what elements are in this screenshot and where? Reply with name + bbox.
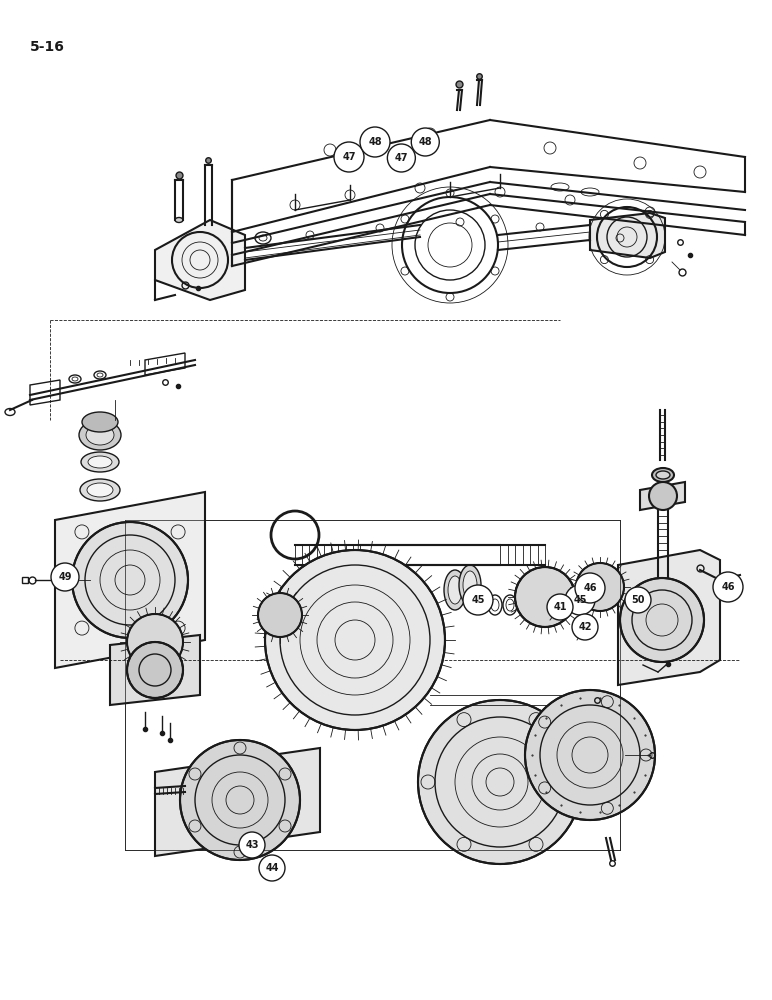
Polygon shape [590,213,665,258]
Text: 5-16: 5-16 [30,40,65,54]
Circle shape [72,522,188,638]
Text: 45: 45 [574,595,587,605]
Circle shape [565,585,595,615]
Circle shape [411,128,439,156]
Circle shape [127,642,183,698]
Text: 47: 47 [394,153,408,163]
Ellipse shape [87,483,113,497]
Circle shape [51,563,79,591]
Ellipse shape [88,456,112,468]
Ellipse shape [656,471,670,479]
Ellipse shape [463,571,477,599]
Text: 48: 48 [418,137,432,147]
Circle shape [547,594,573,620]
Text: 41: 41 [554,602,567,612]
Ellipse shape [444,570,466,610]
Ellipse shape [80,479,120,501]
Circle shape [127,614,183,670]
Text: 44: 44 [266,863,279,873]
Text: 50: 50 [631,595,645,605]
Circle shape [575,573,605,603]
Circle shape [620,578,704,662]
Circle shape [515,567,575,627]
Ellipse shape [205,223,212,227]
Polygon shape [155,220,245,300]
Ellipse shape [86,425,114,445]
Text: 45: 45 [471,595,485,605]
Polygon shape [55,492,205,668]
Circle shape [334,142,364,172]
Text: 46: 46 [721,582,735,592]
Circle shape [258,593,302,637]
Circle shape [625,587,651,613]
Text: 48: 48 [368,137,382,147]
Circle shape [463,585,493,615]
Text: 49: 49 [58,572,72,582]
Polygon shape [110,635,200,705]
Circle shape [576,563,624,611]
Circle shape [265,550,445,730]
Polygon shape [155,748,320,856]
Ellipse shape [175,218,183,223]
Circle shape [649,482,677,510]
Ellipse shape [79,420,121,450]
Circle shape [360,127,390,157]
Text: 43: 43 [245,840,259,850]
Circle shape [180,740,300,860]
Circle shape [572,614,598,640]
Polygon shape [640,482,685,510]
Circle shape [713,572,743,602]
Circle shape [388,144,415,172]
Text: 47: 47 [342,152,356,162]
Text: 46: 46 [584,583,597,593]
Circle shape [239,832,265,858]
Ellipse shape [448,576,462,604]
Ellipse shape [81,452,119,472]
Ellipse shape [178,786,192,794]
Ellipse shape [652,468,674,482]
Circle shape [418,700,582,864]
Ellipse shape [459,565,481,605]
Polygon shape [618,550,720,685]
Text: 42: 42 [578,622,592,632]
Circle shape [525,690,655,820]
Ellipse shape [82,412,118,432]
Ellipse shape [174,783,196,797]
Circle shape [259,855,285,881]
